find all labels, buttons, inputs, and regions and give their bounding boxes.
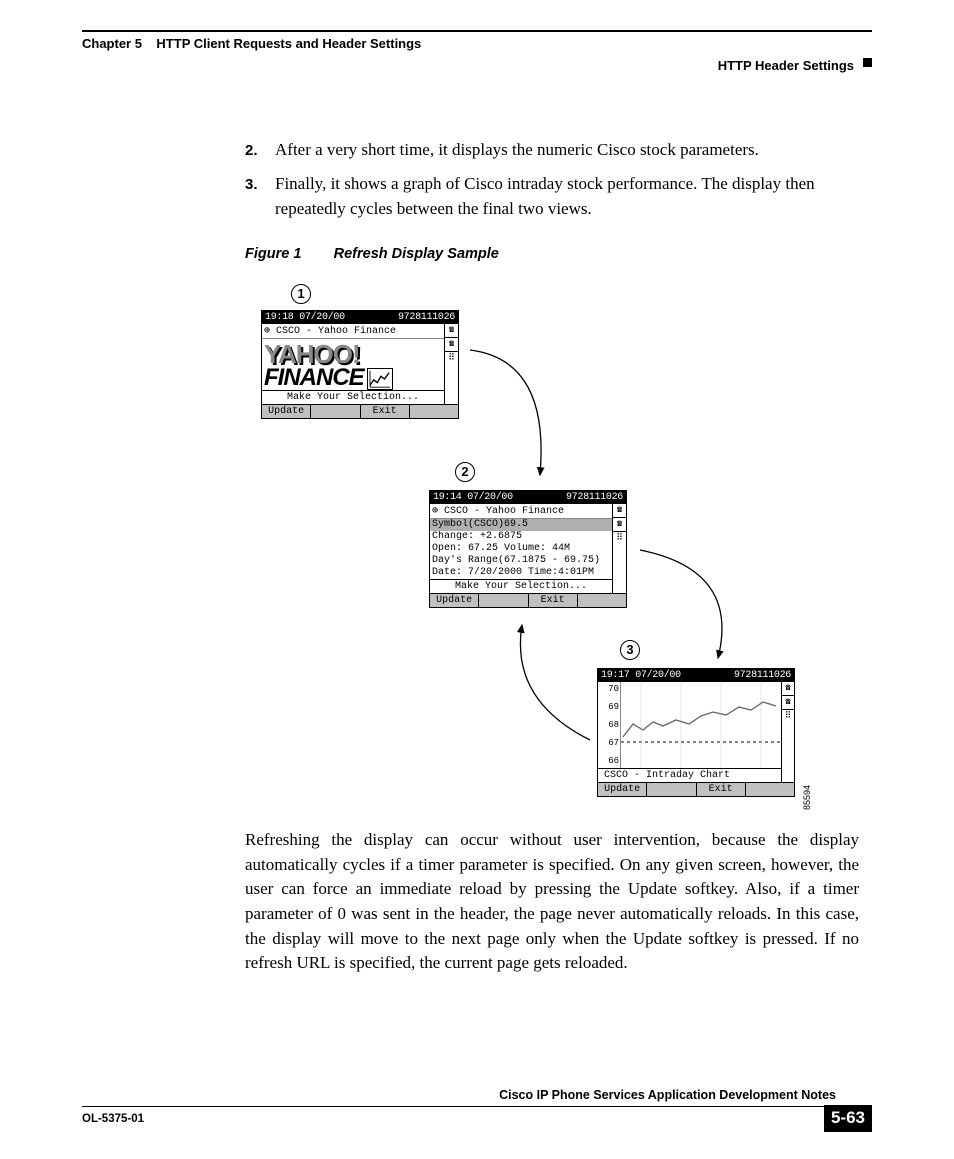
figure-caption: Figure 1 Refresh Display Sample xyxy=(245,246,499,262)
softkey-blank xyxy=(311,405,360,418)
phone-ext: 9728111026 xyxy=(566,492,623,503)
softkey-blank xyxy=(647,783,696,796)
callout-3: 3 xyxy=(620,640,640,660)
list-item: 3. Finally, it shows a graph of Cisco in… xyxy=(245,172,859,221)
softkey-exit[interactable]: Exit xyxy=(361,405,410,418)
list-number: 3. xyxy=(245,172,261,221)
phone-prompt: Make Your Selection... xyxy=(430,579,612,593)
header-chapter: Chapter 5 HTTP Client Requests and Heade… xyxy=(82,36,421,51)
phone-time: 19:17 07/20/00 xyxy=(601,670,681,681)
phone-line-icon: ☎ xyxy=(445,338,458,352)
phone-title: ⊕ CSCO - Yahoo Finance xyxy=(262,324,444,339)
footer-doc-title: Cisco IP Phone Services Application Deve… xyxy=(499,1088,836,1102)
softkey-update[interactable]: Update xyxy=(262,405,311,418)
figure-title: Refresh Display Sample xyxy=(334,246,499,262)
chart-plot xyxy=(620,682,781,768)
phone-time: 19:14 07/20/00 xyxy=(433,492,513,503)
yahoo-text: YAHOO! xyxy=(264,343,442,366)
phone-screen-1: 19:18 07/20/00 9728111026 ⊕ CSCO - Yahoo… xyxy=(261,310,459,419)
phone-softkeys: Update Exit xyxy=(598,782,794,796)
figure-ref-number: 85594 xyxy=(802,785,812,810)
intraday-chart: 70 69 68 67 66 xyxy=(598,682,781,768)
phone-screen-2: 19:14 07/20/00 9728111026 ⊕ CSCO - Yahoo… xyxy=(429,490,627,608)
footer-doc-id: OL-5375-01 xyxy=(82,1113,144,1125)
body-paragraph: Refreshing the display can occur without… xyxy=(245,828,859,976)
softkey-blank xyxy=(479,594,528,607)
header-marker-icon xyxy=(863,58,872,67)
header-section: HTTP Header Settings xyxy=(718,58,854,73)
stock-open-row: Open: 67.25 Volume: 44M xyxy=(430,543,612,555)
stock-symbol-row: Symbol(CSCO)69.5 xyxy=(430,519,612,531)
list-text: Finally, it shows a graph of Cisco intra… xyxy=(275,172,859,221)
list-text: After a very short time, it displays the… xyxy=(275,138,759,163)
softkey-blank xyxy=(410,405,458,418)
phone-line-icon: ☎ xyxy=(613,504,626,518)
phone-sidebar: ☎ ☎ ⠿ xyxy=(613,504,626,593)
phone-statusbar: 19:17 07/20/00 9728111026 xyxy=(598,669,794,682)
phone-statusbar: 19:14 07/20/00 9728111026 xyxy=(430,491,626,504)
list-number: 2. xyxy=(245,138,261,163)
y-label: 70 xyxy=(599,684,619,694)
phone-title: CSCO - Intraday Chart xyxy=(598,768,781,782)
phone-statusbar: 19:18 07/20/00 9728111026 xyxy=(262,311,458,324)
stock-range-row: Day's Range(67.1875 - 69.75) xyxy=(430,555,612,567)
page-number: 5-63 xyxy=(824,1105,872,1132)
callout-2: 2 xyxy=(455,462,475,482)
y-label: 67 xyxy=(599,738,619,748)
y-label: 68 xyxy=(599,720,619,730)
phone-screen-3: 19:17 07/20/00 9728111026 70 69 68 67 66 xyxy=(597,668,795,797)
list-item: 2. After a very short time, it displays … xyxy=(245,138,859,163)
y-label: 69 xyxy=(599,702,619,712)
stock-date-row: Date: 7/20/2000 Time:4:01PM xyxy=(430,567,612,579)
phone-line-icon: ☎ xyxy=(782,682,794,696)
phone-line-icon: ☎ xyxy=(445,324,458,338)
phone-softkeys: Update Exit xyxy=(430,593,626,607)
phone-speeddial-icon: ⠿ xyxy=(613,532,626,593)
y-label: 66 xyxy=(599,756,619,766)
phone-ext: 9728111026 xyxy=(734,670,791,681)
phone-time: 19:18 07/20/00 xyxy=(265,312,345,323)
softkey-exit[interactable]: Exit xyxy=(529,594,578,607)
phone-speeddial-icon: ⠿ xyxy=(445,352,458,404)
softkey-blank xyxy=(578,594,626,607)
footer-rule xyxy=(82,1106,872,1107)
finance-text: FINANCE xyxy=(264,366,364,390)
figure-label: Figure 1 xyxy=(245,246,301,262)
stock-change-row: Change: +2.6875 xyxy=(430,531,612,543)
softkey-update[interactable]: Update xyxy=(598,783,647,796)
chart-y-axis: 70 69 68 67 66 xyxy=(598,682,620,768)
phone-prompt: Make Your Selection... xyxy=(262,390,444,404)
chapter-title: HTTP Client Requests and Header Settings xyxy=(156,36,421,51)
phone-softkeys: Update Exit xyxy=(262,404,458,418)
phone-ext: 9728111026 xyxy=(398,312,455,323)
phone-speeddial-icon: ⠿ xyxy=(782,710,794,782)
softkey-blank xyxy=(746,783,794,796)
chapter-label: Chapter 5 xyxy=(82,36,142,51)
phone-line-icon: ☎ xyxy=(613,518,626,532)
mini-chart-icon xyxy=(367,368,393,390)
callout-1: 1 xyxy=(291,284,311,304)
phone-sidebar: ☎ ☎ ⠿ xyxy=(445,324,458,404)
phone-line-icon: ☎ xyxy=(782,696,794,710)
yahoo-finance-logo: YAHOO! FINANCE xyxy=(262,339,444,390)
phone-title: ⊕ CSCO - Yahoo Finance xyxy=(430,504,612,519)
phone-sidebar: ☎ ☎ ⠿ xyxy=(782,682,794,782)
softkey-update[interactable]: Update xyxy=(430,594,479,607)
softkey-exit[interactable]: Exit xyxy=(697,783,746,796)
header-rule xyxy=(82,30,872,32)
